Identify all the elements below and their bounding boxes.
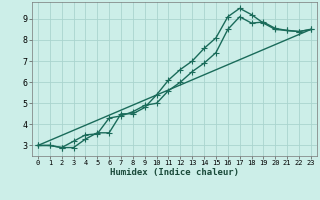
X-axis label: Humidex (Indice chaleur): Humidex (Indice chaleur) — [110, 168, 239, 177]
